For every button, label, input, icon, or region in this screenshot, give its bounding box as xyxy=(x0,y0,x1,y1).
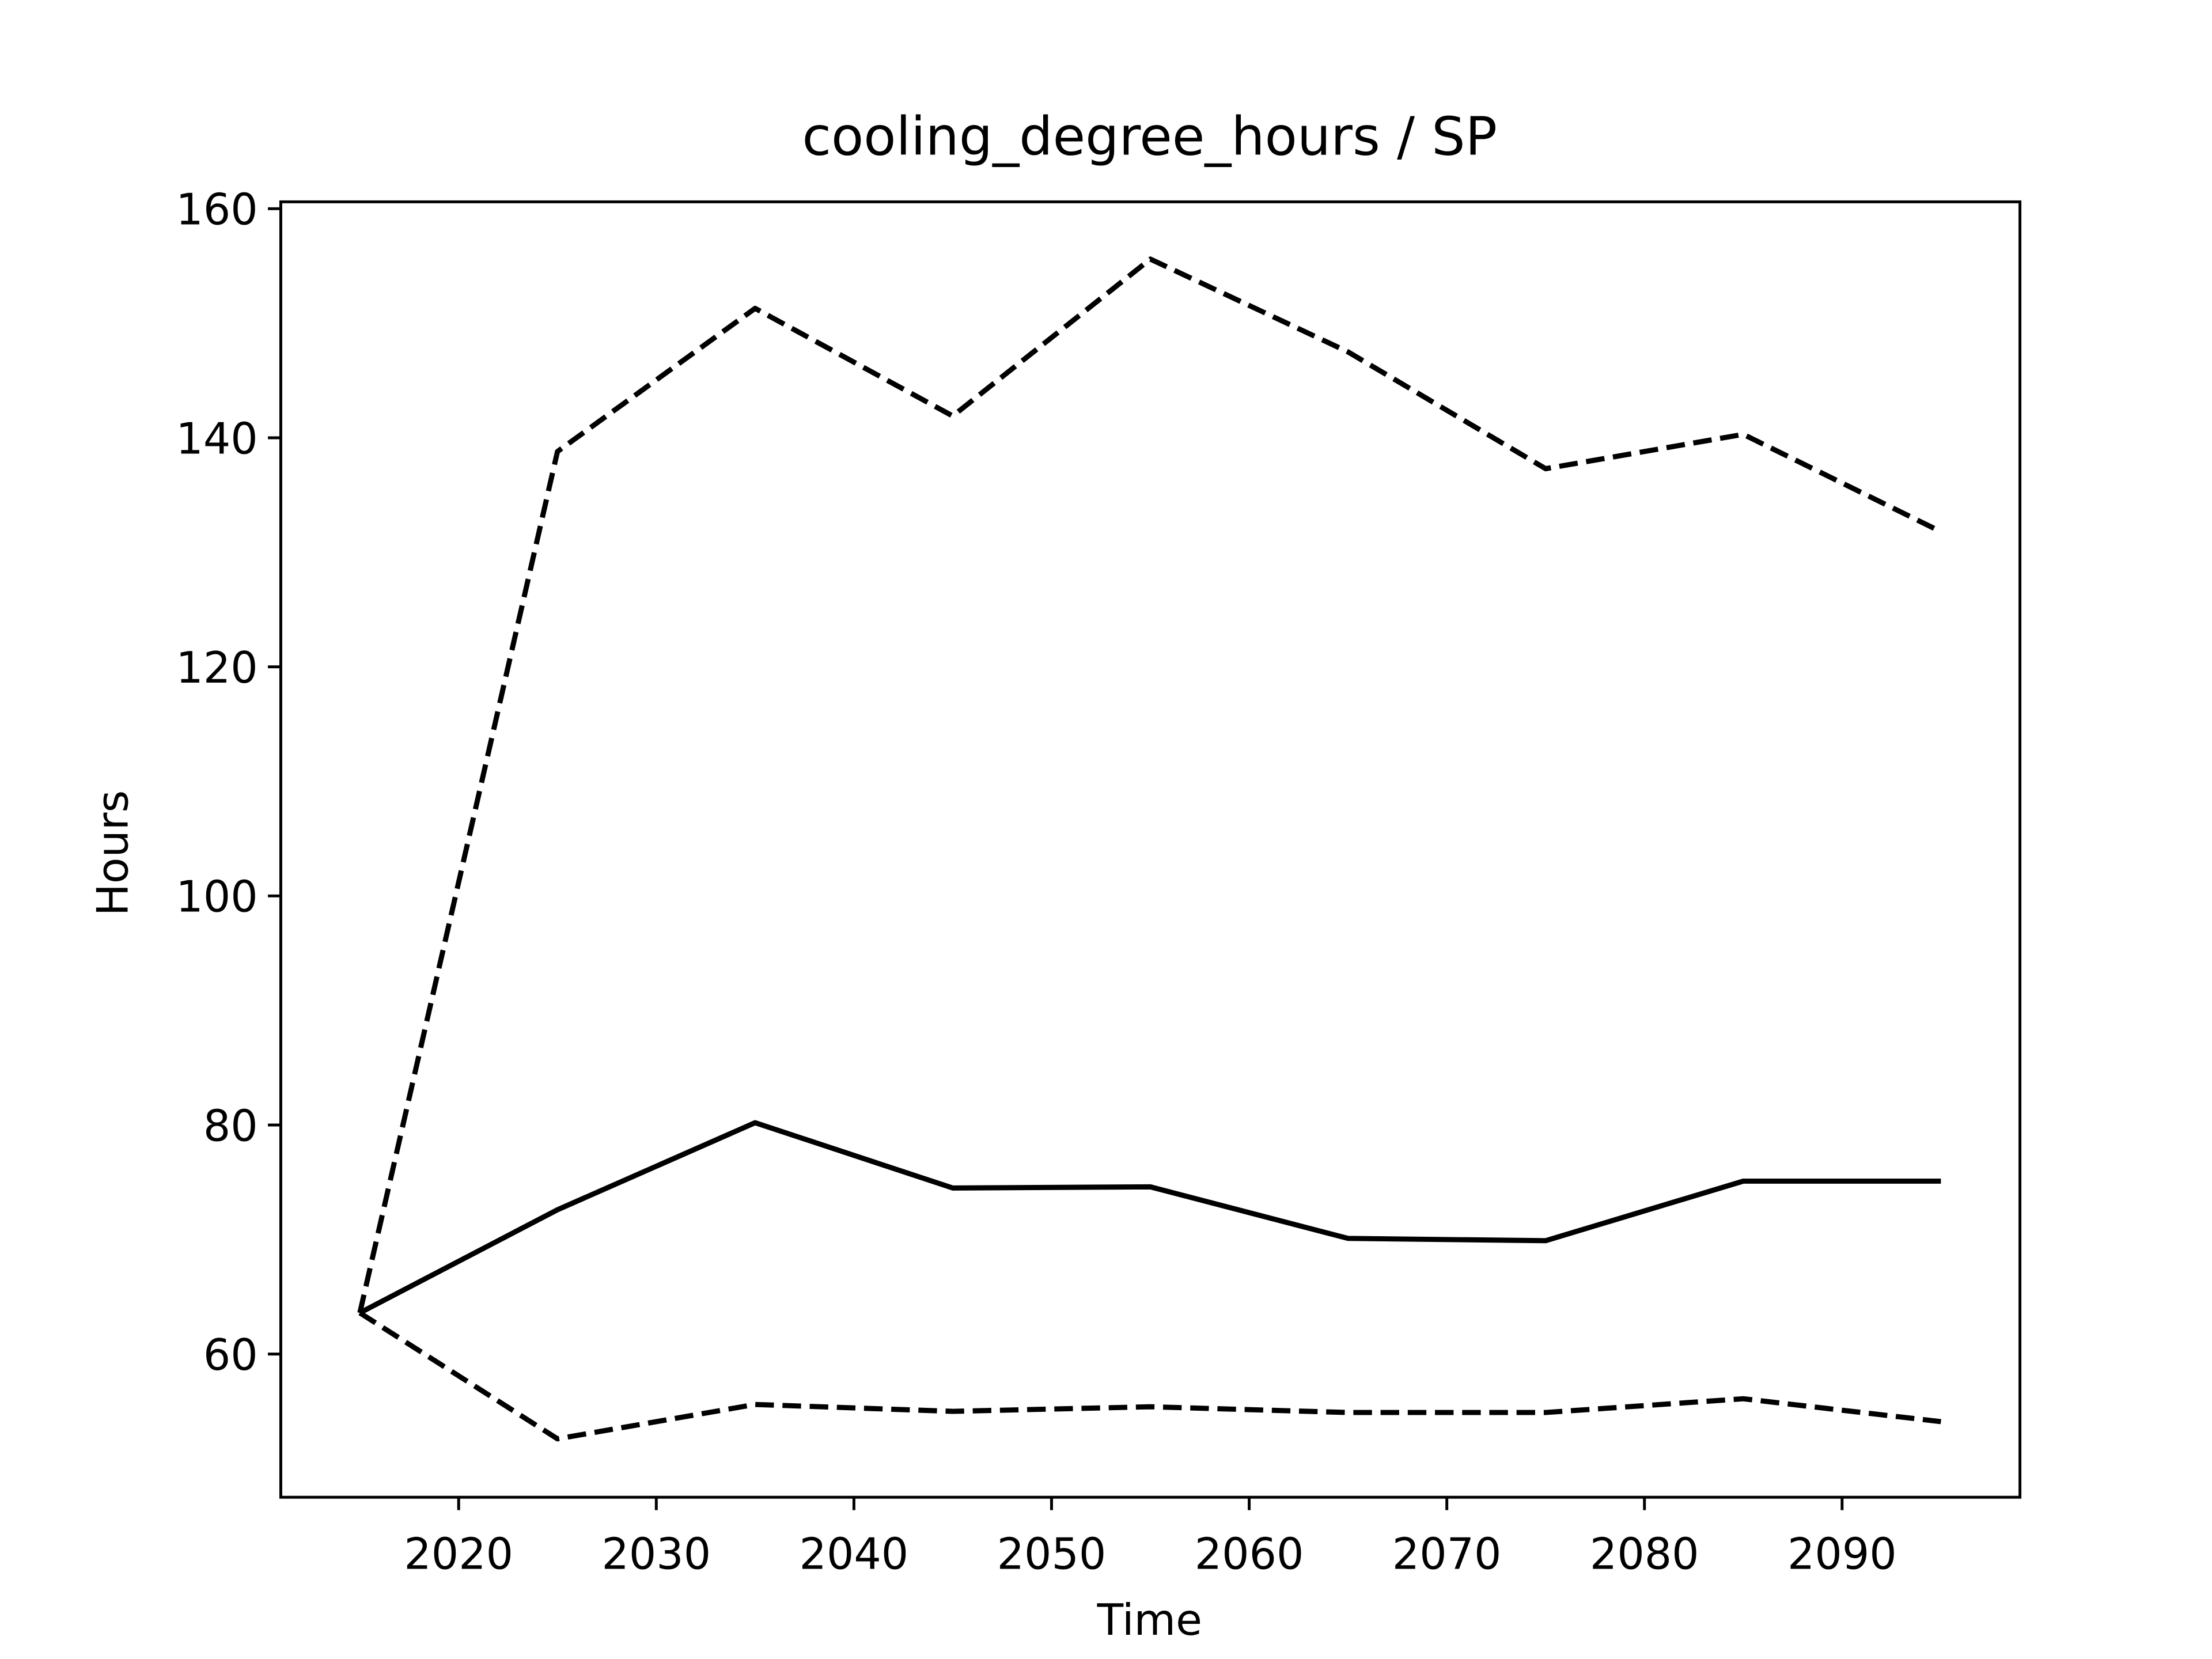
y-tick-label: 100 xyxy=(176,872,257,922)
x-axis-label: Time xyxy=(1097,1595,1202,1645)
x-tick-label: 2030 xyxy=(601,1529,711,1579)
y-tick-label: 120 xyxy=(176,643,257,693)
y-tick-label: 140 xyxy=(176,414,257,464)
x-tick-label: 2070 xyxy=(1392,1529,1502,1579)
series-line xyxy=(358,1120,1941,1316)
x-tick-label: 2060 xyxy=(1195,1529,1304,1579)
x-tick-label: 2040 xyxy=(800,1529,909,1579)
y-tick-label: 60 xyxy=(203,1330,258,1380)
x-tick-label: 2050 xyxy=(997,1529,1107,1579)
series-line xyxy=(358,1310,1941,1442)
chart-title: cooling_degree_hours / SP xyxy=(802,105,1497,167)
y-axis-label: Hours xyxy=(88,790,138,916)
series-line xyxy=(357,256,1942,1314)
plot-frame xyxy=(279,200,2022,1499)
x-tick-label: 2020 xyxy=(404,1529,513,1579)
x-tick-label: 2080 xyxy=(1590,1529,1699,1579)
x-tick-label: 2090 xyxy=(1787,1529,1897,1579)
y-tick-label: 80 xyxy=(203,1101,258,1151)
y-tick-label: 160 xyxy=(176,185,257,235)
